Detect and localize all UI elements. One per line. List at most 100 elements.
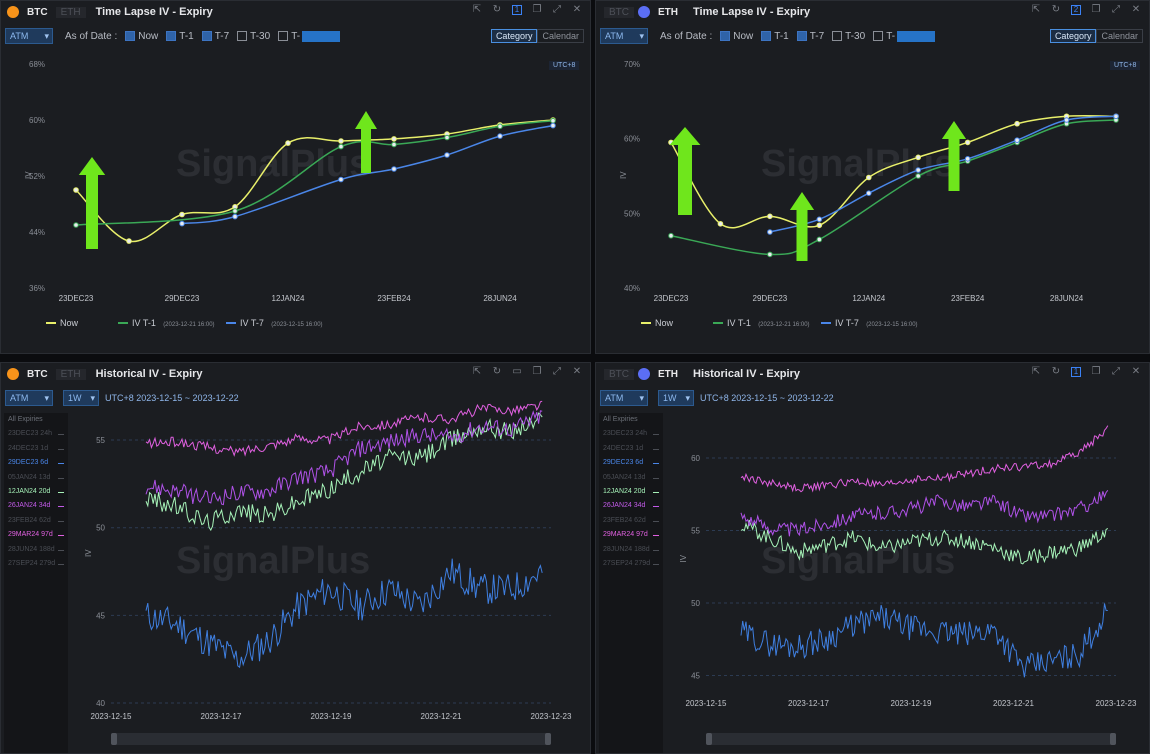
data-point [74,188,79,193]
data-point [1015,121,1020,126]
x-tick-label: 2023-12-23 [1096,699,1137,708]
y-tick-label: 50% [624,209,640,218]
data-point [768,214,773,219]
y-axis-label: IV [84,549,93,557]
data-point [233,214,238,219]
y-tick-label: 55 [691,527,700,536]
data-point [498,134,503,139]
watermark: SignalPlus [761,540,955,582]
data-point [916,155,921,160]
data-point [339,144,344,149]
x-tick-label: 29DEC23 [165,294,200,303]
data-point [445,135,450,140]
y-axis-label: IV [679,554,688,562]
y-tick-label: 45 [96,611,105,620]
data-point [817,223,822,228]
eth-historical-chart: SignalPlus 60 55 50 45 IV 2023-12-15 2023-12-17… [596,363,1150,754]
y-tick-label: 40 [96,699,105,708]
data-point [286,141,291,146]
data-point [817,217,822,222]
up-arrow-annotation [79,157,105,249]
data-point [768,252,773,257]
y-tick-label: 60% [29,116,45,125]
series-line-26jan24-34d [741,490,1108,536]
data-point [965,157,970,162]
data-point [392,142,397,147]
series-line-26jan24-34d [146,411,542,505]
x-tick-label: 2023-12-21 [421,712,462,721]
legend-label: IV T-1 [727,318,751,328]
data-point [445,153,450,158]
x-tick-label: 2023-12-19 [311,712,352,721]
x-tick-label: 12JAN24 [852,294,885,303]
data-point [339,177,344,182]
btc-time-lapse-chart: SignalPlus68%60%52%44%36%IV23DEC23 29DEC2… [1,1,591,354]
x-tick-label: 2023-12-21 [993,699,1034,708]
legend-label: Now [655,318,674,328]
y-tick-label: 68% [29,60,45,69]
up-arrow-annotation [670,127,701,215]
x-tick-label: 23FEB24 [377,294,411,303]
legend-sublabel: (2023-12-21 16:00) [758,322,809,328]
data-point [866,191,871,196]
x-tick-label: 2023-12-23 [531,712,572,721]
eth-time-lapse-panel: BTC ETH Time Lapse IV - Expiry ⇱ ↻ 2 ❐ ⤢… [595,0,1150,354]
y-tick-label: 55 [96,436,105,445]
eth-time-lapse-chart: SignalPlus70%60%50%40%IV23DEC23 29DEC23 12… [596,1,1150,354]
x-tick-label: 28JUN24 [483,294,517,303]
y-tick-label: 60% [624,135,640,144]
data-point [551,123,556,128]
data-point [392,167,397,172]
y-axis-label: IV [619,171,628,179]
x-tick-label: 2023-12-17 [201,712,242,721]
data-point [498,124,503,129]
legend-label: Now [60,318,79,328]
data-point [669,233,674,238]
y-tick-label: 50 [96,524,105,533]
data-point [180,212,185,217]
data-point [1064,118,1069,123]
legend-label: IV T-1 [132,318,156,328]
series-line-29dec23-6d [741,604,1108,678]
data-point [718,221,723,226]
x-tick-label: 2023-12-17 [788,699,829,708]
data-point [233,209,238,214]
x-tick-label: 23DEC23 [59,294,94,303]
y-tick-label: 44% [29,228,45,237]
watermark: SignalPlus [176,540,370,582]
x-tick-label: 12JAN24 [272,294,305,303]
data-point [1015,138,1020,143]
series-line-29mar24-97d [741,426,1108,492]
legend-sublabel: (2023-12-21 16:00) [163,322,214,328]
y-axis-label: IV [24,171,33,179]
y-tick-label: 60 [691,454,700,463]
data-point [127,239,132,244]
data-point [817,237,822,242]
btc-historical-chart: SignalPlus 55 50 45 40 IV 2023-12-15 2023-12-17… [1,363,591,754]
data-point [74,223,79,228]
data-point [866,175,871,180]
x-tick-label: 23DEC23 [654,294,689,303]
x-tick-label: 2023-12-15 [91,712,132,721]
data-point [551,118,556,123]
x-tick-label: 2023-12-15 [686,699,727,708]
eth-historical-panel: BTC ETH Historical IV - Expiry ⇱ ↻ 1 ❐ ⤢… [595,362,1150,754]
legend-sublabel: (2023-12-15 16:00) [866,322,917,328]
legend-label: IV T-7 [835,318,859,328]
y-tick-label: 50 [691,599,700,608]
y-tick-label: 70% [624,60,640,69]
x-tick-label: 2023-12-19 [891,699,932,708]
y-tick-label: 45 [691,672,700,681]
x-tick-label: 29DEC23 [753,294,788,303]
x-tick-label: 28JUN24 [1050,294,1084,303]
legend-label: IV T-7 [240,318,264,328]
x-tick-label: 23FEB24 [951,294,985,303]
data-point [916,168,921,173]
data-point [180,221,185,226]
btc-historical-panel: BTC ETH Historical IV - Expiry ⇱ ↻ ▭ ❐ ⤢… [0,362,591,754]
data-point [1114,114,1119,119]
y-tick-label: 36% [29,284,45,293]
data-point [916,174,921,179]
watermark: SignalPlus [761,143,955,185]
legend-sublabel: (2023-12-15 16:00) [271,322,322,328]
